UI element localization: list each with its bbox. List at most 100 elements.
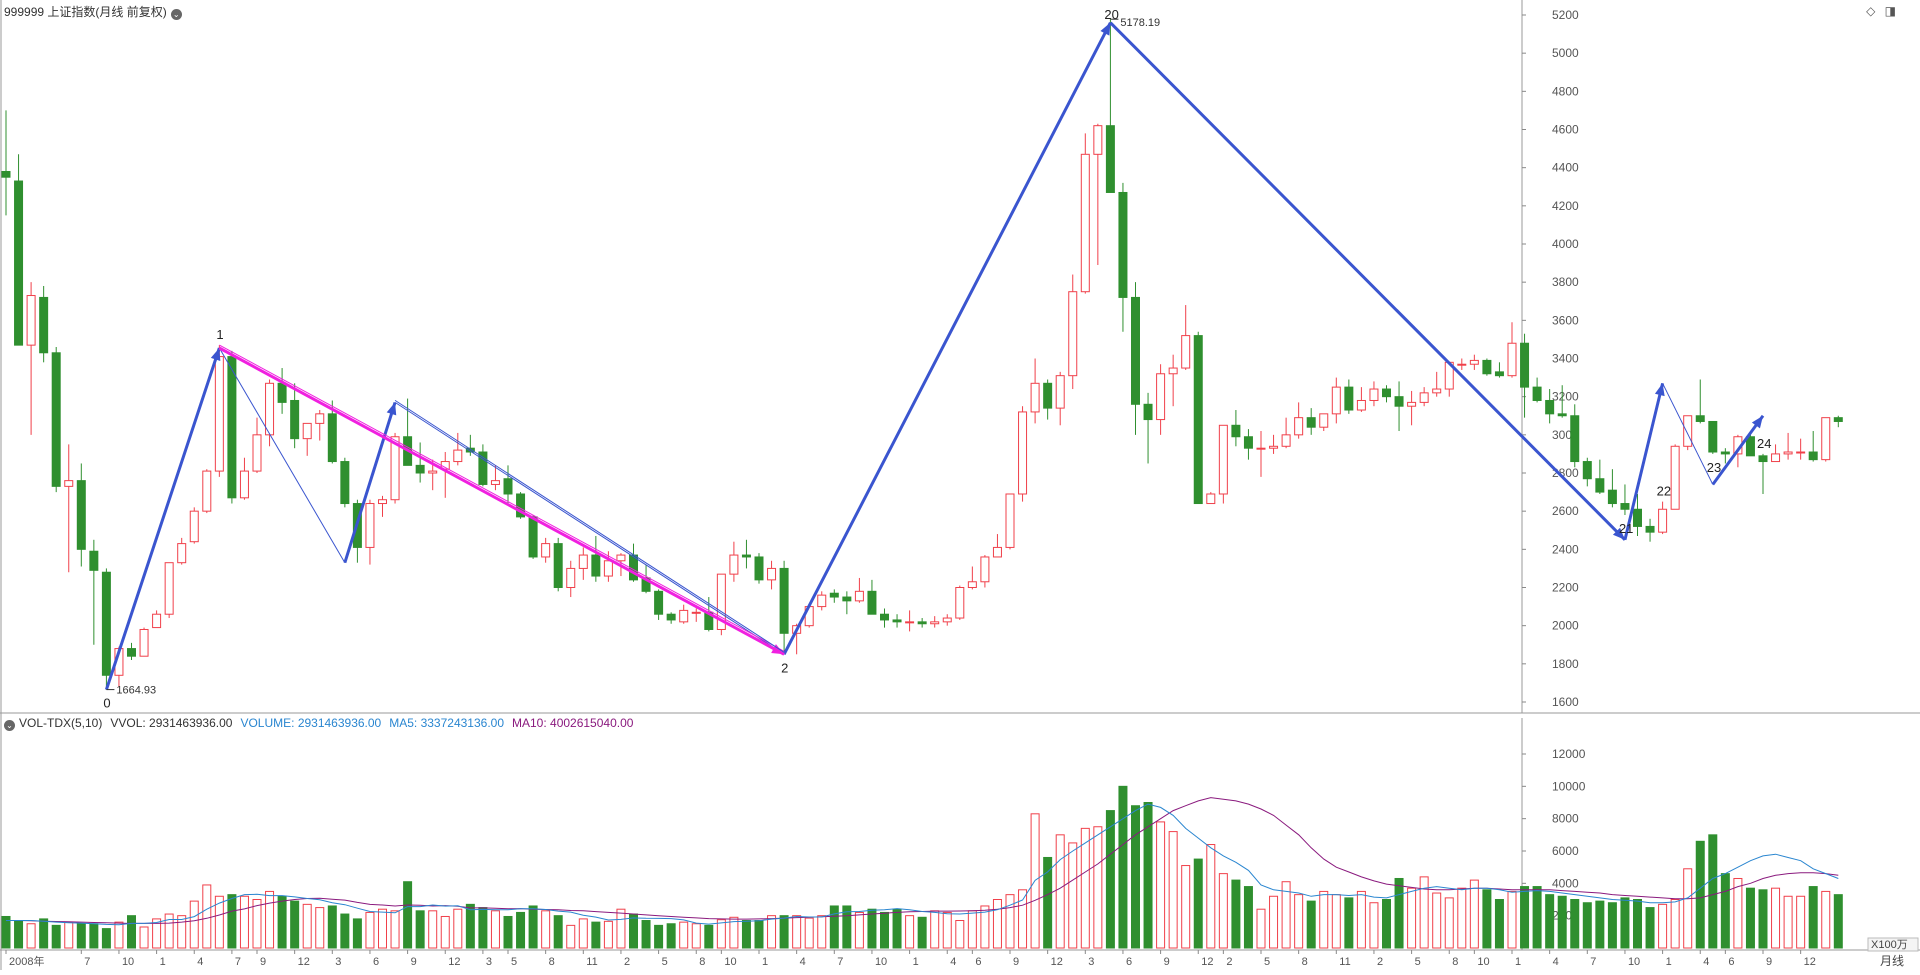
candle-body[interactable] [1469,359,1479,365]
volume-bar[interactable] [553,915,563,949]
candle-body[interactable] [26,295,36,346]
candle-body[interactable] [553,543,563,589]
candle-body[interactable] [1319,413,1329,428]
volume-bar[interactable] [1080,827,1090,949]
volume-bar[interactable] [89,923,99,949]
candle-body[interactable] [729,554,739,575]
volume-bar[interactable] [1507,890,1517,949]
volume-bar[interactable] [528,905,538,949]
candle-body[interactable] [767,567,777,581]
volume-bar[interactable] [1771,887,1781,949]
volume-bar[interactable] [14,920,24,949]
volume-bar[interactable] [1595,900,1605,949]
candle-body[interactable] [666,613,676,621]
candle-body[interactable] [603,560,613,577]
volume-bar[interactable] [1181,865,1191,949]
volume-bar[interactable] [942,911,952,949]
volume-bar[interactable] [415,910,425,949]
volume-bar[interactable] [880,911,889,949]
candle-body[interactable] [315,413,325,424]
wave-line-blue[interactable] [218,347,346,563]
candle-body[interactable] [1607,489,1617,505]
candle-body[interactable] [1595,478,1605,493]
volume-bar[interactable] [1131,805,1140,949]
candle-body[interactable] [1281,434,1291,447]
candle-body[interactable] [516,493,526,518]
volume-bar[interactable] [1557,895,1567,949]
volume-bar[interactable] [1143,802,1153,949]
volume-bar[interactable] [955,920,965,949]
candle-body[interactable] [1645,525,1655,533]
volume-bar[interactable] [1356,890,1366,949]
candle-body[interactable] [1796,451,1806,454]
volume-bar[interactable] [1582,902,1592,949]
volume-bar[interactable] [164,913,174,949]
candle-body[interactable] [880,613,889,621]
volume-bar[interactable] [1093,826,1103,949]
candle-body[interactable] [1344,386,1354,411]
candle-body[interactable] [716,573,726,630]
candle-body[interactable] [1156,373,1166,421]
volume-bar[interactable] [252,899,262,949]
volume-bar[interactable] [1231,879,1241,949]
volume-bar[interactable] [1783,895,1793,949]
candle-body[interactable] [1131,296,1140,405]
volume-bar[interactable] [1645,907,1655,949]
candle-body[interactable] [1394,396,1404,407]
volume-bar[interactable] [829,905,839,949]
candle-body[interactable] [1143,403,1153,421]
volume-bar[interactable] [1218,873,1228,949]
volume-bar[interactable] [1306,900,1316,949]
volume-bar[interactable] [239,895,249,949]
volume-bar[interactable] [1055,834,1065,949]
candle-body[interactable] [942,617,952,623]
candle-body[interactable] [1658,508,1668,533]
candle-body[interactable] [1306,417,1316,428]
candle-body[interactable] [930,621,940,625]
candle-body[interactable] [139,628,149,657]
volume-bar[interactable] [202,884,212,949]
volume-bar[interactable] [327,905,337,949]
volume-bar[interactable] [76,923,86,949]
volume-bar[interactable] [1708,834,1718,949]
candle-body[interactable] [64,480,74,487]
candle-body[interactable] [101,571,111,676]
volume-bar[interactable] [1319,890,1329,949]
candle-body[interactable] [1093,125,1103,155]
wave-line-blue[interactable] [104,347,221,691]
volume-bar[interactable] [767,915,777,949]
volume-bar[interactable] [679,921,689,949]
volume-bar[interactable] [1833,894,1843,949]
candle-body[interactable] [654,590,664,615]
candle-body[interactable] [528,516,538,558]
volume-bar[interactable] [1156,821,1166,949]
volume-bar[interactable] [867,908,877,949]
candle-body[interactable] [854,590,864,602]
candle-body[interactable] [1407,401,1417,407]
candle-body[interactable] [842,596,852,602]
volume-bar[interactable] [654,924,664,949]
candle-body[interactable] [578,554,588,569]
volume-bar[interactable] [1369,902,1379,949]
volume-bar[interactable] [1658,903,1668,949]
candle-body[interactable] [1494,371,1504,377]
volume-bar[interactable] [177,915,187,949]
volume-bar[interactable] [754,920,764,949]
volume-bar[interactable] [127,915,136,949]
candle-body[interactable] [1683,415,1693,447]
candle-body[interactable] [1745,436,1755,457]
volume-bar[interactable] [1243,886,1253,949]
volume-bar[interactable] [591,921,601,949]
candle-body[interactable] [1018,411,1028,495]
volume-bar[interactable] [1419,876,1429,949]
candle-body[interactable] [1118,191,1128,298]
candle-body[interactable] [1570,415,1580,463]
candle-body[interactable] [164,562,174,615]
volume-bar[interactable] [428,910,438,949]
candle-body[interactable] [1,170,11,178]
candle-body[interactable] [1294,417,1304,436]
volume-bar[interactable] [1407,887,1417,949]
candle-body[interactable] [1808,451,1818,461]
candle-body[interactable] [265,382,275,436]
candle-body[interactable] [503,478,513,495]
